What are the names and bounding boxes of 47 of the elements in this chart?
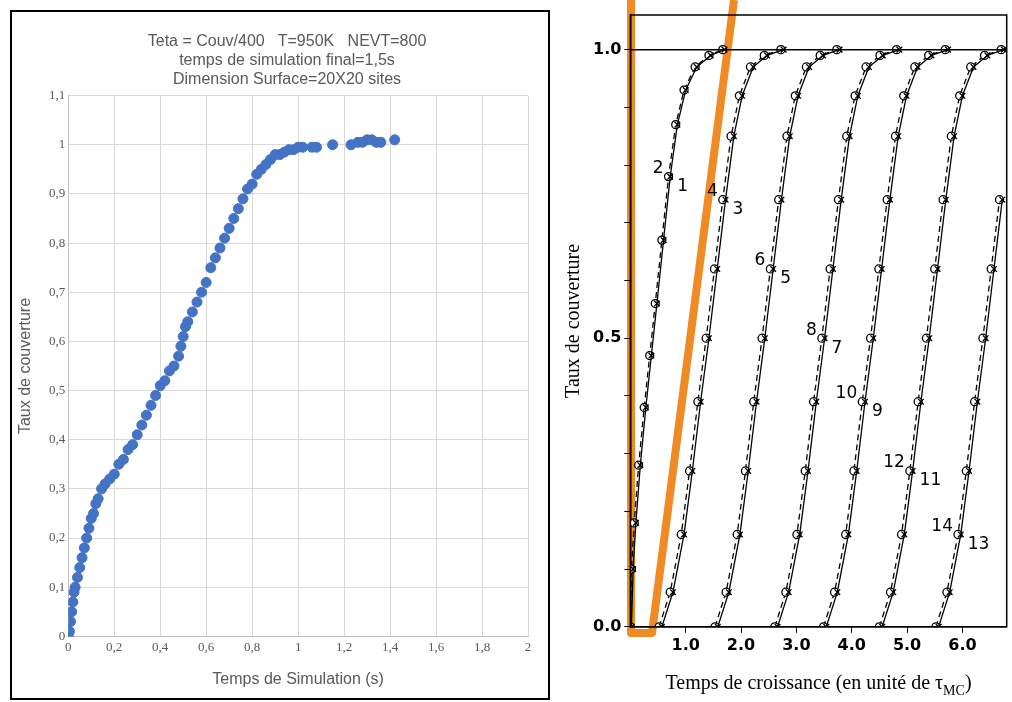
series-label: 1: [677, 175, 689, 196]
series-label: 8: [806, 318, 817, 339]
y-axis-title: Taux de couverture: [561, 243, 584, 398]
x-tick-label: 0,8: [244, 638, 261, 654]
series-label: 14: [931, 514, 953, 535]
x-tick-label: 1,4: [381, 638, 399, 654]
series-label: 10: [835, 382, 858, 403]
y-tick-label: 1,1: [49, 87, 66, 103]
x-tick-label: 1,8: [473, 638, 491, 654]
y-tick-label: 0,9: [49, 185, 66, 201]
series-label: 12: [883, 451, 905, 472]
y-tick-label: 0,6: [49, 332, 66, 348]
y-tick-label: 0,2: [49, 529, 66, 545]
x-tick-label: 0,2: [106, 638, 123, 654]
series-label: 2: [652, 157, 664, 178]
x-tick-label: 2.0: [726, 634, 756, 654]
series-label: 3: [732, 198, 744, 219]
x-tick-label: 2: [524, 638, 532, 654]
y-tick-label: 0.0: [593, 615, 622, 635]
series-label: 9: [872, 400, 883, 421]
y-tick-label: 0,4: [49, 431, 66, 447]
x-tick-label: 1,2: [335, 638, 353, 654]
series-label: 7: [831, 336, 843, 357]
x-tick-label: 5.0: [892, 634, 922, 654]
y-tick-label: 0,8: [49, 234, 66, 250]
series-label: 5: [780, 267, 791, 288]
x-tick-label: 1.0: [671, 634, 700, 654]
y-tick-label: 0,1: [49, 578, 66, 594]
y-tick-label: 0,7: [49, 283, 66, 299]
x-tick-label: 0,6: [198, 638, 215, 654]
x-tick-label: 1: [294, 638, 302, 654]
x-tick-label: 3.0: [782, 634, 811, 654]
y-axis-title: Taux de couverture: [16, 297, 34, 435]
y-tick-label: 0,3: [49, 480, 66, 496]
x-axis-title: Temps de Simulation (s): [212, 670, 384, 688]
y-tick-label: 0,5: [49, 382, 66, 397]
series-label: 6: [754, 249, 766, 270]
chart-title: Teta = Couv/400 T=950K NEVT=800 temps de simulation final=1,5s Dimension Surface=20X20 sites: [147, 32, 427, 88]
y-tick-label: 1: [58, 136, 66, 152]
y-tick-label: 0.5: [593, 327, 622, 347]
series-label: 11: [919, 469, 942, 490]
series-label: 13: [967, 532, 990, 553]
x-tick-label: 0,4: [152, 638, 169, 654]
x-tick-label: 1,6: [427, 638, 445, 654]
x-tick-label: 4.0: [837, 634, 866, 654]
y-tick-label: 1.0: [593, 38, 622, 58]
x-tick-label: 6.0: [948, 634, 977, 654]
